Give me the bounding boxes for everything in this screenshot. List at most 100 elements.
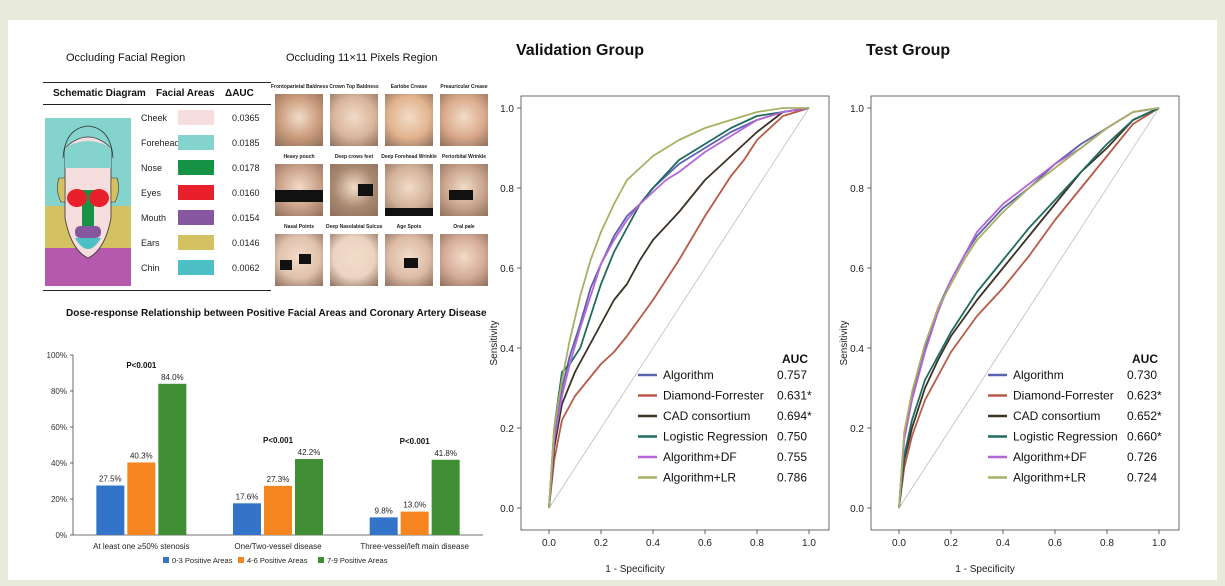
- facial-area-swatch: [178, 235, 214, 250]
- bar: [158, 383, 187, 535]
- legend-label: Logistic Regression: [663, 430, 768, 444]
- y-tick-label: 0.0: [500, 504, 514, 515]
- col-header-auc: ΔAUC: [225, 88, 254, 99]
- y-tick-label: 0.8: [850, 184, 864, 195]
- legend-swatch: [238, 557, 244, 563]
- x-tick-label: 0.6: [698, 538, 712, 549]
- face-photo-thumbnail: [440, 234, 488, 286]
- facial-area-name: Chin: [141, 263, 160, 273]
- y-axis-label: Sensitivity: [489, 320, 500, 365]
- face-photo-thumbnail: [440, 94, 488, 146]
- roc-series-line: [898, 107, 1160, 509]
- bar-value-label: 13.0%: [403, 501, 426, 510]
- dose-response-title: Dose-response Relationship between Posit…: [66, 308, 487, 319]
- pixel-region-label: Crown Top Baldness: [329, 84, 379, 90]
- reference-diagonal: [548, 107, 810, 509]
- bar: [127, 462, 156, 535]
- pixel-region-label: Heavy pouch: [283, 154, 315, 160]
- x-tick-label: 0.4: [996, 538, 1010, 549]
- y-tick-label: 80%: [51, 387, 67, 396]
- schematic-face-diagram: [45, 118, 131, 286]
- legend-auc-value: 0.652*: [1127, 409, 1162, 423]
- facial-area-auc: 0.0160: [232, 188, 260, 198]
- p-value-label: P<0.001: [263, 436, 294, 445]
- facial-region-title: Occluding Facial Region: [66, 52, 186, 64]
- legend-label: Algorithm: [663, 368, 714, 382]
- facial-area-swatch: [178, 185, 214, 200]
- bar: [400, 511, 429, 535]
- facial-area-name: Cheek: [141, 113, 168, 123]
- pixel-region-label: Frontoparietal Baldness: [271, 84, 329, 90]
- roc-series-line: [548, 107, 810, 509]
- facial-area-swatch: [178, 135, 214, 150]
- facial-area-swatch: [178, 160, 214, 175]
- occlusion-block: [357, 184, 373, 196]
- legend-swatch: [163, 557, 169, 563]
- facial-area-swatch: [178, 260, 214, 275]
- pixels-region-title: Occluding 11×11 Pixels Region: [286, 52, 438, 64]
- x-tick-label: 0.0: [542, 538, 556, 549]
- legend-auc-value: 0.750: [777, 430, 807, 444]
- pixel-region-label: Deep crows feet: [334, 154, 374, 160]
- col-header-diagram: Schematic Diagram: [53, 88, 146, 99]
- bar-value-label: 42.2%: [298, 448, 321, 457]
- y-tick-label: 0.6: [500, 264, 514, 275]
- x-tick-label: 0.2: [944, 538, 958, 549]
- table-header-rule: [43, 104, 271, 105]
- occlusion-block: [448, 190, 473, 200]
- y-tick-label: 60%: [51, 423, 67, 432]
- legend-auc-value: 0.757: [777, 368, 807, 382]
- face-photo-thumbnail: [275, 234, 323, 286]
- legend-auc-value: 0.694*: [777, 409, 812, 423]
- bar-value-label: 84.0%: [161, 373, 184, 382]
- roc-series-line: [548, 107, 810, 509]
- pixel-region-label: Earlobe Crease: [390, 84, 428, 90]
- legend-label: CAD consortium: [1013, 409, 1100, 423]
- legend-label: Algorithm+LR: [1013, 471, 1086, 485]
- facial-area-swatch: [178, 110, 214, 125]
- facial-area-swatch: [178, 210, 214, 225]
- table-top-rule: [43, 82, 271, 83]
- facial-area-name: Nose: [141, 163, 163, 173]
- y-tick-label: 20%: [51, 495, 67, 504]
- legend-auc-value: 0.755: [777, 450, 807, 464]
- legend-label: Algorithm+DF: [663, 450, 737, 464]
- legend-label: Algorithm: [1013, 368, 1064, 382]
- y-axis-label: Sensitivity: [839, 320, 850, 365]
- occlusion-block: [280, 260, 293, 270]
- bar: [264, 485, 292, 535]
- bar: [96, 485, 125, 535]
- legend-auc-value: 0.786: [777, 471, 807, 485]
- validation-chart-title: Validation Group: [516, 42, 645, 59]
- pixel-region-label: Oral pale: [453, 224, 475, 230]
- plot-frame: [520, 95, 830, 531]
- x-tick-label: 0.0: [892, 538, 906, 549]
- facial-area-name: Mouth: [141, 213, 167, 223]
- test-chart-title: Test Group: [866, 42, 951, 59]
- x-axis-label: 1 - Specificity: [955, 564, 1014, 575]
- bar: [233, 503, 261, 535]
- y-tick-label: 0.4: [500, 344, 514, 355]
- face-photo-thumbnail: [440, 164, 488, 216]
- face-photo-thumbnail: [385, 234, 433, 286]
- y-tick-label: 0.4: [850, 344, 864, 355]
- y-tick-label: 40%: [51, 459, 67, 468]
- x-tick-label: 0.8: [1100, 538, 1114, 549]
- y-tick-label: 1.0: [500, 104, 514, 115]
- legend-label: Algorithm+LR: [663, 471, 736, 485]
- legend-label: Diamond-Forrester: [663, 389, 764, 403]
- legend-label: Diamond-Forrester: [1013, 389, 1114, 403]
- pixel-region-label: Preauricular Crease: [440, 84, 488, 90]
- roc-series-line: [548, 107, 810, 509]
- pixel-region-label: Age Spots: [396, 224, 422, 230]
- x-tick-label: 0.2: [594, 538, 608, 549]
- x-category-label: At least one ≥50% stenosis: [93, 542, 189, 551]
- p-value-label: P<0.001: [126, 361, 157, 370]
- legend-label: Algorithm+DF: [1013, 450, 1087, 464]
- pixel-region-label: Periorbital Wrinkle: [441, 154, 487, 160]
- y-tick-label: 0.2: [500, 424, 514, 435]
- legend-label: 7-9 Positive Areas: [327, 556, 388, 565]
- facial-area-name: Ears: [141, 238, 160, 248]
- face-photo-thumbnail: [385, 94, 433, 146]
- roc-series-line: [898, 107, 1160, 509]
